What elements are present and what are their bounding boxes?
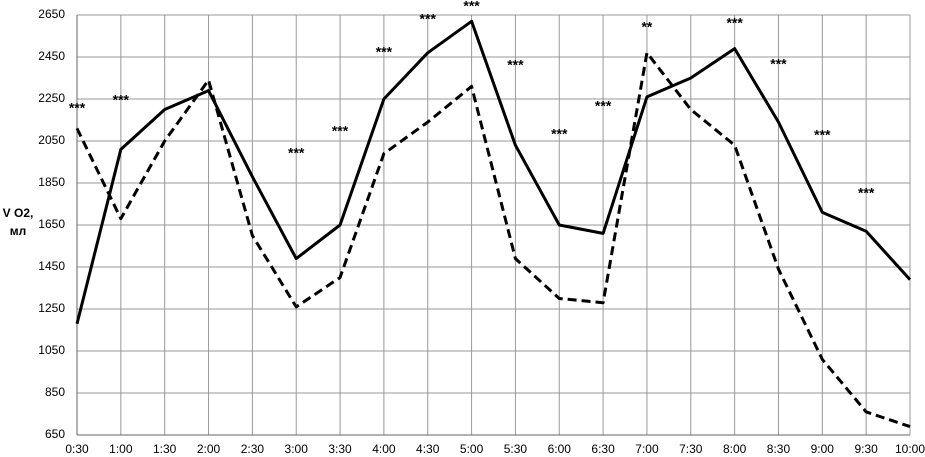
y-tick-label: 1050 xyxy=(38,343,65,357)
y-tick-label: 2250 xyxy=(38,91,65,105)
annotation: *** xyxy=(814,127,831,143)
x-tick-label: 3:00 xyxy=(285,442,309,456)
annotation: *** xyxy=(332,123,349,139)
x-tick-label: 8:30 xyxy=(767,442,791,456)
annotation: *** xyxy=(507,57,524,73)
x-tick-label: 2:30 xyxy=(241,442,265,456)
annotation: *** xyxy=(113,92,130,108)
x-tick-label: 6:30 xyxy=(591,442,615,456)
x-tick-label: 7:30 xyxy=(679,442,703,456)
x-tick-label: 4:30 xyxy=(416,442,440,456)
x-tick-label: 5:30 xyxy=(504,442,528,456)
y-tick-label: 2650 xyxy=(38,7,65,21)
annotation: *** xyxy=(288,145,305,161)
x-tick-label: 4:00 xyxy=(372,442,396,456)
x-tick-label: 7:00 xyxy=(635,442,659,456)
y-axis-label: V O2, xyxy=(3,206,34,220)
y-tick-label: 1450 xyxy=(38,259,65,273)
annotation: *** xyxy=(376,44,393,60)
x-tick-label: 0:30 xyxy=(65,442,89,456)
annotation: ** xyxy=(641,19,652,35)
y-tick-label: 2050 xyxy=(38,133,65,147)
x-tick-label: 2:00 xyxy=(197,442,221,456)
series-line xyxy=(75,19,912,325)
x-tick-label: 8:00 xyxy=(723,442,747,456)
series-line xyxy=(75,51,911,429)
x-tick-label: 10:00 xyxy=(895,442,925,456)
annotation: *** xyxy=(551,126,568,142)
x-tick-label: 1:30 xyxy=(153,442,177,456)
x-tick-label: 3:30 xyxy=(328,442,352,456)
x-tick-label: 5:00 xyxy=(460,442,484,456)
y-axis-label: мл xyxy=(10,224,27,238)
y-tick-label: 850 xyxy=(45,385,65,399)
annotation: *** xyxy=(770,56,787,72)
y-tick-label: 1650 xyxy=(38,217,65,231)
x-tick-label: 1:00 xyxy=(109,442,133,456)
y-tick-label: 650 xyxy=(45,427,65,441)
y-tick-label: 1850 xyxy=(38,175,65,189)
x-tick-label: 9:30 xyxy=(854,442,878,456)
x-tick-label: 9:00 xyxy=(811,442,835,456)
y-tick-label: 1250 xyxy=(38,301,65,315)
annotation: *** xyxy=(69,100,86,116)
annotation: *** xyxy=(463,0,480,14)
annotation: *** xyxy=(420,11,437,27)
annotation: *** xyxy=(726,15,743,31)
x-tick-label: 6:00 xyxy=(548,442,572,456)
annotation: *** xyxy=(858,185,875,201)
y-tick-label: 2450 xyxy=(38,49,65,63)
annotation: *** xyxy=(595,98,612,114)
